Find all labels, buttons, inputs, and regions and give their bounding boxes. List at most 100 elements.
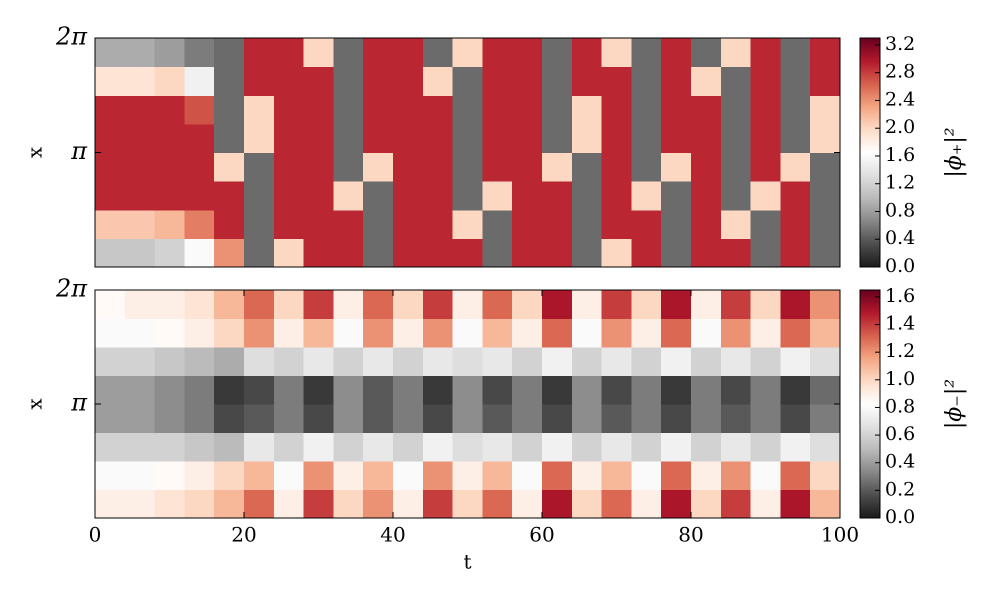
heatmap-cell xyxy=(542,152,573,182)
heatmap-cell xyxy=(95,375,126,405)
heatmap-cell xyxy=(124,66,156,96)
heatmap-cell xyxy=(214,432,245,462)
heatmap-cell xyxy=(661,404,692,434)
heatmap-cell xyxy=(750,95,781,125)
heatmap-cell xyxy=(631,375,662,405)
heatmap-cell xyxy=(363,432,394,462)
heatmap-cell xyxy=(810,66,841,96)
heatmap-cell xyxy=(184,347,215,377)
heatmap-cell xyxy=(571,209,603,239)
heatmap-cell xyxy=(631,66,662,96)
heatmap-cell xyxy=(184,461,215,491)
heatmap-cell xyxy=(333,38,364,68)
heatmap-cell xyxy=(691,375,722,405)
heatmap-cell xyxy=(482,489,513,519)
heatmap-cell xyxy=(542,209,573,239)
heatmap-cell xyxy=(154,66,185,96)
heatmap-cell xyxy=(303,375,334,405)
heatmap-cell xyxy=(154,209,185,239)
heatmap-cell xyxy=(303,432,334,462)
heatmap-cell xyxy=(154,489,185,519)
heatmap-cell xyxy=(750,404,781,434)
heatmap-cell xyxy=(124,238,156,268)
heatmap-cell xyxy=(363,181,394,211)
heatmap-cell xyxy=(780,209,811,239)
heatmap-cell xyxy=(154,95,185,125)
heatmap-cell xyxy=(273,375,305,405)
heatmap-cell xyxy=(95,38,126,68)
colorbar-label: |ϕ₊|² xyxy=(942,127,967,177)
heatmap-cell xyxy=(244,432,275,462)
heatmap-cell xyxy=(422,66,454,96)
heatmap-cell xyxy=(184,123,215,154)
heatmap-cell xyxy=(422,375,454,405)
heatmap-cell xyxy=(661,432,692,462)
heatmap-cell xyxy=(393,152,424,182)
heatmap-cell xyxy=(780,461,811,491)
heatmap-cell xyxy=(333,404,364,434)
heatmap-cell xyxy=(810,489,841,519)
heatmap-cell xyxy=(601,347,632,377)
heatmap-cell xyxy=(124,489,156,519)
heatmap-cell xyxy=(571,238,603,268)
heatmap-cell xyxy=(154,290,185,320)
heatmap-cell xyxy=(95,152,126,182)
heatmap-cell xyxy=(154,181,185,211)
heatmap-cell xyxy=(571,38,603,68)
heatmap-cell xyxy=(333,123,364,154)
heatmap-cell xyxy=(214,38,245,68)
colorbar-tick-label: 1.4 xyxy=(885,313,915,335)
heatmap-cell xyxy=(661,123,692,154)
heatmap-cell xyxy=(631,290,662,320)
heatmap-cell xyxy=(512,347,543,377)
heatmap-cell xyxy=(363,152,394,182)
heatmap-cell xyxy=(154,123,185,154)
heatmap-cell xyxy=(601,375,632,405)
heatmap-cell xyxy=(244,123,275,154)
heatmap-cell xyxy=(720,290,752,320)
heatmap-cell xyxy=(422,404,454,434)
heatmap-cell xyxy=(422,95,454,125)
heatmap-cell xyxy=(303,66,334,96)
heatmap-cell xyxy=(95,95,126,125)
heatmap-cell xyxy=(363,123,394,154)
colorbar-tick-label: 1.6 xyxy=(885,285,915,307)
heatmap-cell xyxy=(571,347,603,377)
colorbar-tick-label: 0.4 xyxy=(885,227,915,249)
heatmap-cell xyxy=(661,461,692,491)
heatmap-cell xyxy=(95,209,126,239)
heatmap-cell xyxy=(363,318,394,348)
heatmap-cell xyxy=(393,290,424,320)
heatmap-cell xyxy=(363,38,394,68)
heatmap-cell xyxy=(124,123,156,154)
heatmap-cell xyxy=(184,38,215,68)
heatmap-cell xyxy=(512,95,543,125)
heatmap-cell xyxy=(214,461,245,491)
heatmap-cell xyxy=(184,238,215,268)
heatmap-cell xyxy=(661,66,692,96)
heatmap-cell xyxy=(542,404,573,434)
heatmap-cell xyxy=(363,375,394,405)
heatmap-cell xyxy=(333,238,364,268)
heatmap-cell xyxy=(333,347,364,377)
heatmap-cell xyxy=(244,38,275,68)
heatmap-cell xyxy=(333,181,364,211)
x-tick-label: 40 xyxy=(380,523,405,547)
heatmap-cell xyxy=(303,347,334,377)
heatmap-cell xyxy=(273,66,305,96)
heatmap-cell xyxy=(333,318,364,348)
heatmap-cell xyxy=(124,95,156,125)
heatmap-cell xyxy=(244,290,275,320)
heatmap-cell xyxy=(780,38,811,68)
heatmap-cell xyxy=(303,404,334,434)
colorbar-tick-label: 0.0 xyxy=(885,255,915,277)
heatmap-cell xyxy=(720,347,752,377)
heatmap-cell xyxy=(661,209,692,239)
heatmap-cell xyxy=(571,152,603,182)
colorbar-tick-label: 1.6 xyxy=(885,144,915,166)
heatmap-cell xyxy=(303,152,334,182)
heatmap-cell xyxy=(363,489,394,519)
heatmap-cell xyxy=(482,95,513,125)
heatmap-cell xyxy=(780,489,811,519)
heatmap-cell xyxy=(661,318,692,348)
